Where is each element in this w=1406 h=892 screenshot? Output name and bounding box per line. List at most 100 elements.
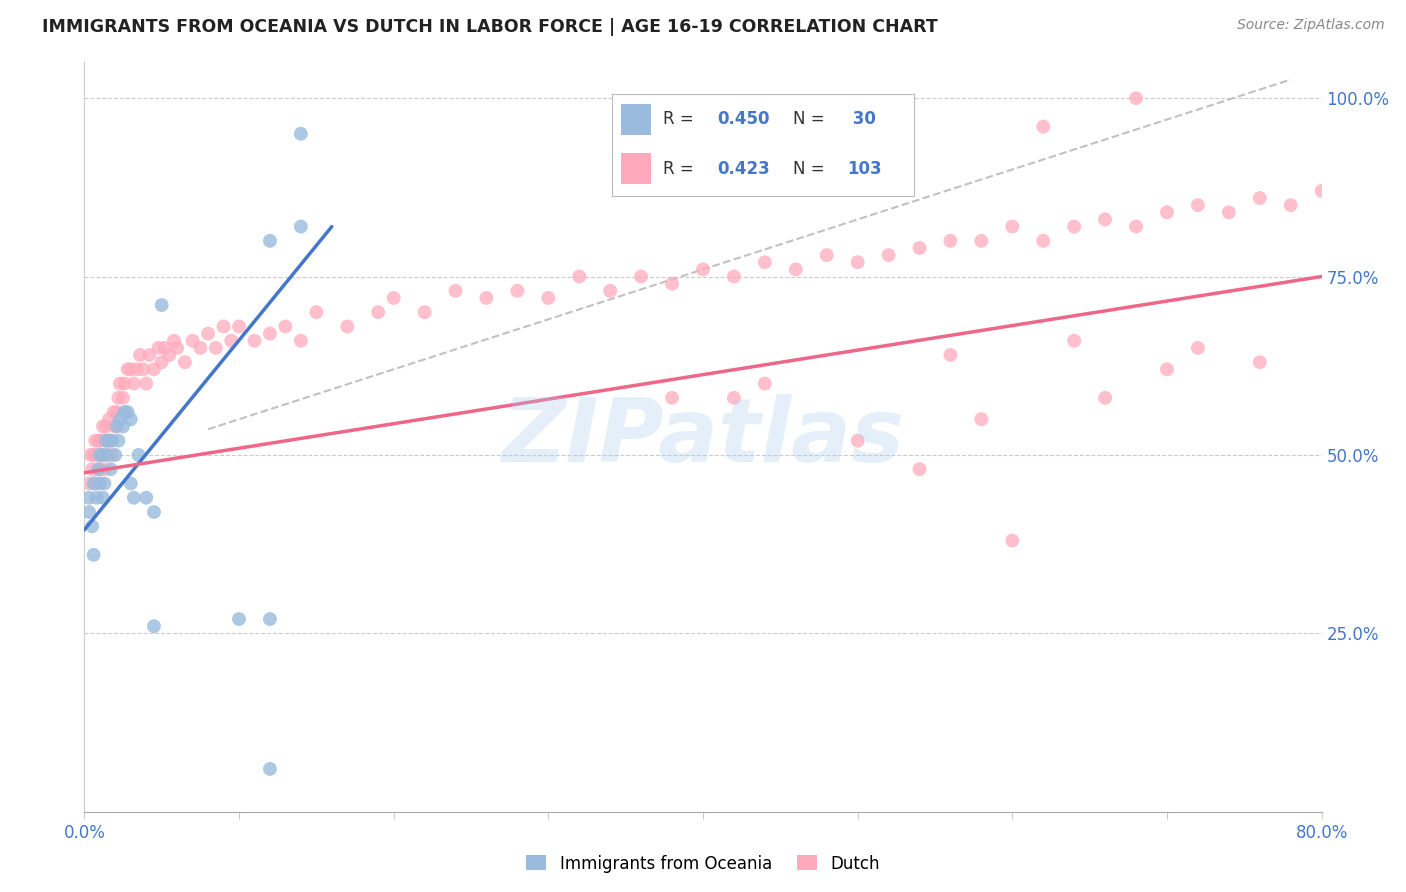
Point [120, 412, 142, 426]
Point [1187, 341, 1209, 355]
Point [98, 412, 121, 426]
Point [274, 319, 297, 334]
Point [908, 462, 931, 476]
Point [122, 376, 145, 391]
Point [100, 434, 122, 448]
Point [129, 348, 152, 362]
Point [723, 269, 745, 284]
Point [599, 284, 621, 298]
Text: N =: N = [793, 111, 830, 128]
Point [87, 462, 110, 476]
Point [290, 334, 312, 348]
Point [120, 476, 142, 491]
Point [117, 405, 139, 419]
Point [290, 219, 312, 234]
Point [93, 434, 115, 448]
Point [181, 334, 204, 348]
Point [174, 355, 197, 369]
Point [815, 248, 838, 262]
Point [108, 376, 131, 391]
Point [228, 319, 250, 334]
Point [105, 419, 128, 434]
Point [138, 348, 160, 362]
Text: 30: 30 [848, 111, 876, 128]
Point [661, 391, 683, 405]
Point [104, 419, 127, 434]
Point [1032, 234, 1054, 248]
Point [105, 405, 128, 419]
Text: R =: R = [664, 111, 699, 128]
Point [89, 434, 111, 448]
Point [83, 448, 105, 462]
Point [197, 326, 219, 341]
Point [112, 391, 135, 405]
Point [159, 348, 180, 362]
Point [785, 262, 807, 277]
Point [877, 248, 900, 262]
Point [754, 376, 776, 391]
Point [537, 291, 560, 305]
Point [82, 462, 104, 476]
Point [91, 448, 114, 462]
Point [382, 291, 405, 305]
Point [506, 284, 529, 298]
Point [107, 391, 129, 405]
Point [1187, 198, 1209, 212]
Text: R =: R = [664, 160, 699, 178]
Point [630, 269, 652, 284]
Point [143, 619, 166, 633]
Point [336, 319, 359, 334]
Point [692, 262, 714, 277]
Point [101, 434, 124, 448]
Point [114, 405, 136, 419]
Point [290, 127, 312, 141]
Point [1156, 362, 1178, 376]
Point [77, 491, 100, 505]
Text: 0.450: 0.450 [717, 111, 770, 128]
Point [413, 305, 436, 319]
Point [104, 448, 127, 462]
Point [754, 255, 776, 269]
Point [259, 612, 281, 626]
Point [94, 419, 117, 434]
Point [205, 341, 228, 355]
Point [243, 334, 266, 348]
Point [188, 341, 211, 355]
Point [212, 319, 235, 334]
Point [723, 391, 745, 405]
Point [107, 434, 129, 448]
Point [475, 291, 498, 305]
Point [970, 412, 993, 426]
Point [103, 405, 125, 419]
Point [135, 491, 157, 505]
Point [661, 277, 683, 291]
Point [1249, 355, 1271, 369]
Point [96, 448, 118, 462]
Point [79, 448, 101, 462]
Point [112, 419, 135, 434]
Point [1156, 205, 1178, 219]
Point [1001, 533, 1024, 548]
Point [908, 241, 931, 255]
Point [94, 434, 117, 448]
Point [83, 548, 105, 562]
Point [1279, 198, 1302, 212]
Point [125, 362, 148, 376]
Point [83, 476, 105, 491]
Point [846, 434, 869, 448]
Point [82, 519, 104, 533]
Point [86, 491, 108, 505]
Point [444, 284, 467, 298]
Point [86, 448, 108, 462]
FancyBboxPatch shape [620, 104, 651, 135]
Point [939, 348, 962, 362]
Point [135, 376, 157, 391]
Point [219, 334, 242, 348]
Point [1032, 120, 1054, 134]
Point [1218, 205, 1240, 219]
Text: ZIPatlas: ZIPatlas [502, 393, 904, 481]
Point [259, 762, 281, 776]
Point [143, 362, 166, 376]
Point [1125, 91, 1147, 105]
Point [117, 362, 139, 376]
